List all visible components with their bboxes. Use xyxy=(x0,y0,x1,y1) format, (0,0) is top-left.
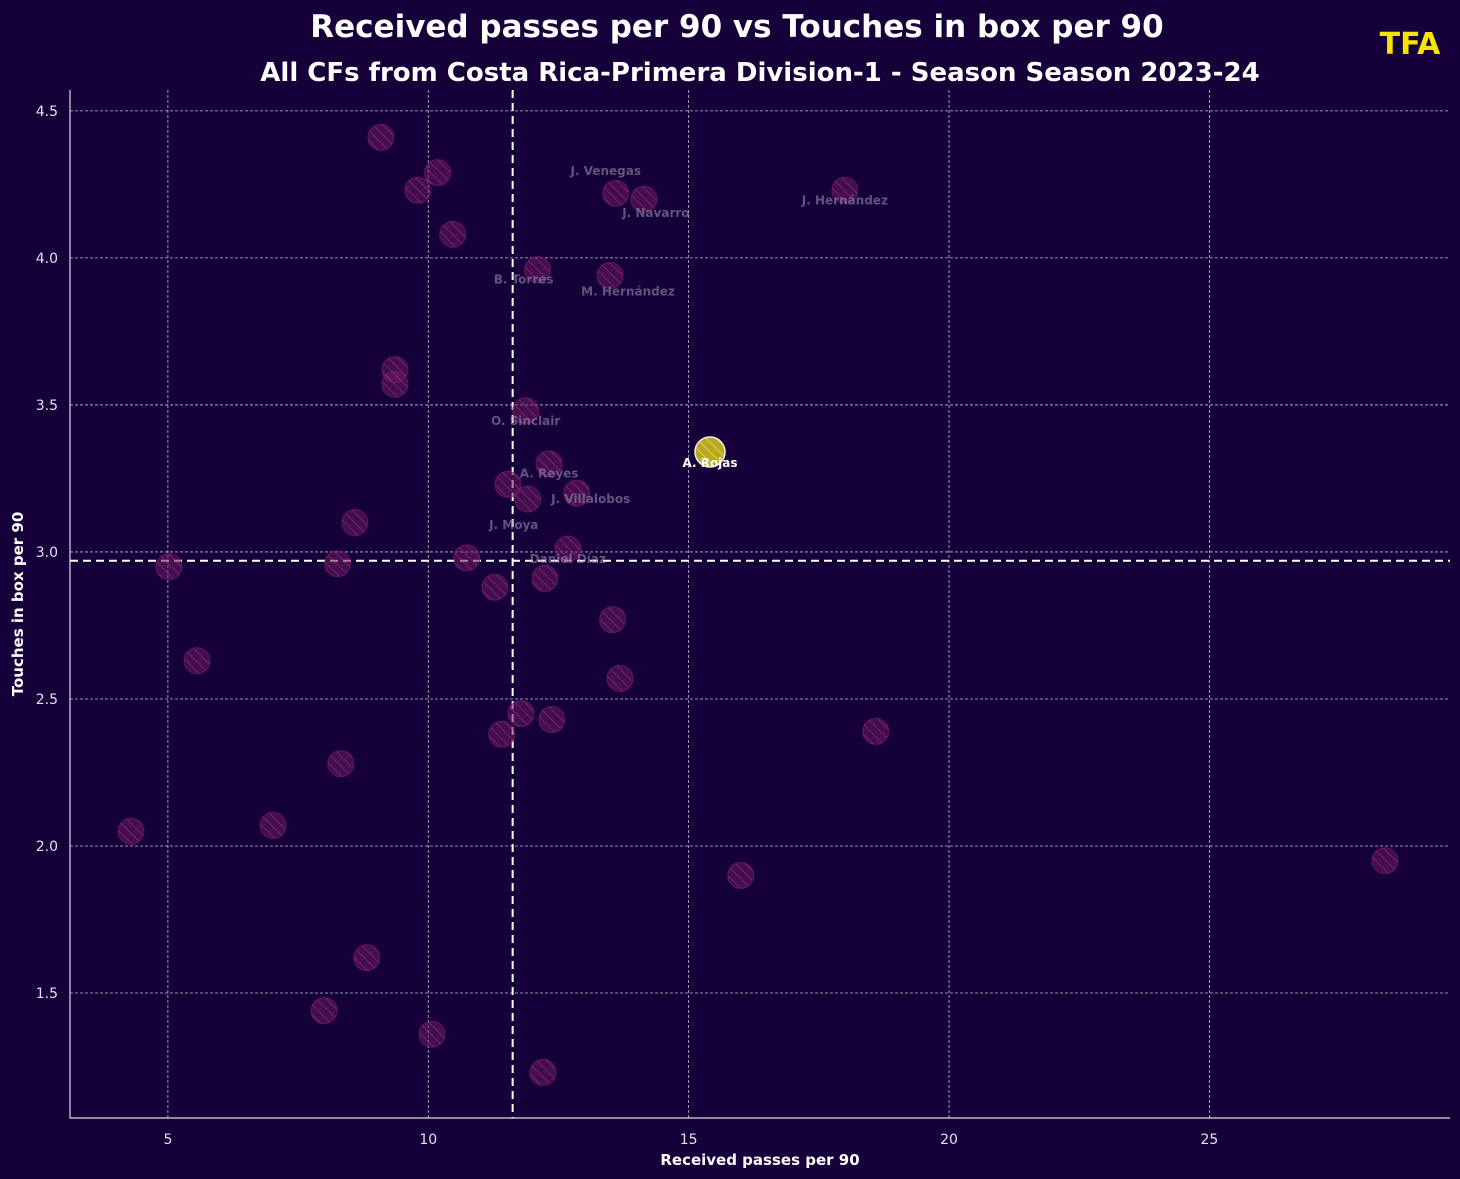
point-label: J. Villalobos xyxy=(550,492,630,506)
y-tick-label: 1.5 xyxy=(36,986,58,1002)
data-point xyxy=(367,123,395,151)
point-label: J. Venegas xyxy=(570,164,641,178)
point-label: A. Reyes xyxy=(520,467,579,481)
x-tick-label: 10 xyxy=(419,1132,437,1148)
data-point xyxy=(602,179,630,207)
data-point xyxy=(538,706,566,734)
point-label: J. Moya xyxy=(488,518,538,532)
data-point xyxy=(341,509,369,537)
grid xyxy=(70,90,1450,1118)
data-point xyxy=(381,370,409,398)
data-point xyxy=(327,750,355,778)
x-axis-label: Received passes per 90 xyxy=(660,1151,859,1169)
data-point xyxy=(488,720,516,748)
chart-subtitle: All CFs from Costa Rica-Primera Division… xyxy=(260,58,1259,88)
data-point xyxy=(727,861,755,889)
y-tick-label: 2.0 xyxy=(36,839,58,855)
tfa-logo: TFA xyxy=(1380,27,1442,62)
point-label: Daniel Díaz xyxy=(530,552,606,566)
point-label: B. Torres xyxy=(494,273,554,287)
y-axis-label: Touches in box per 90 xyxy=(9,512,27,697)
point-label: J. Hernández xyxy=(801,193,888,207)
x-tick-label: 20 xyxy=(940,1132,958,1148)
data-point xyxy=(596,262,624,290)
median-lines xyxy=(70,90,1450,1118)
data-point xyxy=(554,535,582,563)
data-point xyxy=(630,185,658,213)
ticks: 5 10 15 20 25 1.5 2.0 2.5 3.0 3.5 4.0 4.5 xyxy=(36,104,1219,1148)
point-label: O. Sinclair xyxy=(491,414,560,428)
data-point xyxy=(424,159,452,187)
y-tick-label: 3.5 xyxy=(36,398,58,414)
data-point xyxy=(606,664,634,692)
data-point xyxy=(563,479,591,507)
data-point xyxy=(439,220,467,248)
data-point xyxy=(514,485,542,513)
data-point xyxy=(494,470,522,498)
data-point xyxy=(862,717,890,745)
x-tick-label: 5 xyxy=(163,1132,172,1148)
y-tick-label: 3.0 xyxy=(36,545,58,561)
x-tick-label: 15 xyxy=(680,1132,698,1148)
data-point xyxy=(599,606,627,634)
data-point xyxy=(453,544,481,572)
data-point xyxy=(310,997,338,1025)
data-point xyxy=(155,553,183,581)
data-point xyxy=(531,564,559,592)
chart-title: Received passes per 90 vs Touches in box… xyxy=(310,9,1163,45)
y-tick-label: 2.5 xyxy=(36,692,58,708)
data-point xyxy=(1371,847,1399,875)
data-point xyxy=(353,944,381,972)
data-point xyxy=(259,811,287,839)
points xyxy=(117,123,1399,1086)
data-point xyxy=(324,550,352,578)
data-point xyxy=(524,256,552,284)
point-label: J. Navarro xyxy=(621,206,689,220)
y-tick-label: 4.5 xyxy=(36,104,58,120)
point-labels: J. Venegas J. Navarro J. Hernández B. Torre… xyxy=(488,164,888,566)
data-point xyxy=(535,450,563,478)
data-point xyxy=(117,817,145,845)
y-tick-label: 4.0 xyxy=(36,251,58,267)
data-point xyxy=(512,397,540,425)
data-point xyxy=(529,1058,557,1086)
highlighted-data-point xyxy=(694,436,726,468)
data-point xyxy=(831,176,859,204)
data-point xyxy=(404,176,432,204)
highlighted-point-label: A. Rojas xyxy=(682,456,737,470)
point-label: M. Hernández xyxy=(581,285,675,299)
data-point xyxy=(507,700,535,728)
data-point xyxy=(481,573,509,601)
data-point xyxy=(183,647,211,675)
data-point xyxy=(418,1020,446,1048)
x-tick-label: 25 xyxy=(1200,1132,1218,1148)
